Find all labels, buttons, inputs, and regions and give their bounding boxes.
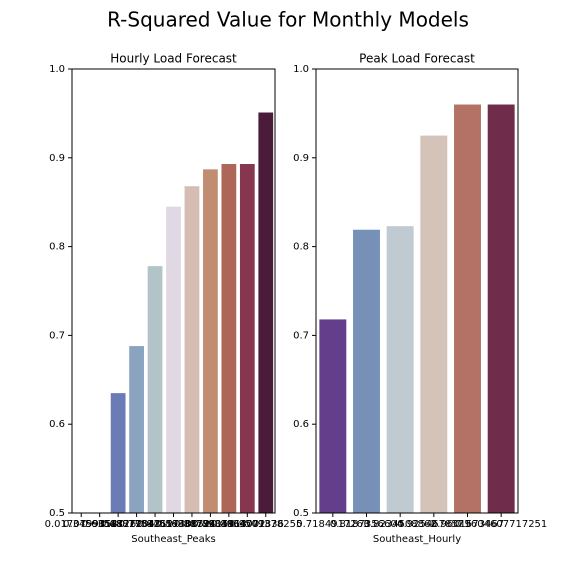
x-tick-label: 0.3459018726 bbox=[63, 519, 136, 530]
x-tick-label: 0.8234508862 bbox=[364, 519, 437, 530]
bar bbox=[110, 393, 126, 513]
bar bbox=[129, 346, 144, 513]
bar bbox=[353, 229, 380, 513]
y-tick-label: 0.7 bbox=[49, 330, 65, 341]
y-tick-label: 1.0 bbox=[293, 64, 309, 75]
subplot-title: Peak Load Forecast bbox=[359, 52, 475, 66]
y-tick-label: 0.6 bbox=[49, 419, 65, 430]
bar bbox=[454, 104, 481, 513]
axes-frame bbox=[71, 68, 276, 514]
x-tick-label: 0.9509378255 bbox=[229, 519, 302, 530]
x-axis-label: Southeast_Peaks bbox=[131, 534, 215, 545]
x-tick-label: 0.7184917263 bbox=[296, 519, 369, 530]
x-tick-label: 0.7781265740 bbox=[118, 519, 191, 530]
y-tick-label: 0.6 bbox=[293, 419, 309, 430]
x-tick-label: 0.9254678571 bbox=[397, 519, 470, 530]
x-tick-label: 0.9604607717251 bbox=[455, 519, 547, 530]
x-tick-label: 0.8187356604 bbox=[330, 519, 403, 530]
bar bbox=[166, 206, 181, 513]
x-tick-label: 0.8451938852 bbox=[137, 519, 210, 530]
x-tick-label: 0.8683179415 bbox=[155, 519, 228, 530]
y-tick-label: 0.8 bbox=[293, 242, 309, 253]
x-tick-label: 0.8934771836 bbox=[211, 519, 284, 530]
bar bbox=[258, 112, 274, 513]
plot-area bbox=[319, 104, 515, 513]
y-tick-label: 0.5 bbox=[293, 508, 309, 519]
bar bbox=[184, 186, 200, 513]
plot-area bbox=[110, 112, 274, 513]
x-tick-label: 0.9601573467 bbox=[431, 519, 504, 530]
figure-title: R-Squared Value for Monthly Models bbox=[107, 8, 469, 32]
bar bbox=[386, 226, 414, 513]
x-tick-label: 0.6351877204 bbox=[82, 519, 155, 530]
bar bbox=[487, 104, 515, 513]
bar bbox=[319, 319, 347, 513]
y-tick-label: 0.9 bbox=[49, 153, 65, 164]
x-tick-label: 0.8872604913 bbox=[174, 519, 247, 530]
x-axis-label: Southeast_Hourly bbox=[373, 534, 461, 545]
x-tick-label: 0.6881954312 bbox=[100, 519, 173, 530]
y-tick-label: 0.5 bbox=[49, 508, 65, 519]
x-tick-label: 0.8931864002 bbox=[192, 519, 265, 530]
bar bbox=[203, 169, 218, 513]
bar bbox=[420, 135, 448, 513]
y-tick-label: 1.0 bbox=[49, 64, 65, 75]
bar bbox=[239, 164, 255, 513]
axes-frame bbox=[315, 68, 519, 514]
y-tick-label: 0.9 bbox=[293, 153, 309, 164]
y-tick-label: 0.7 bbox=[293, 330, 309, 341]
bar bbox=[221, 164, 237, 513]
bar bbox=[147, 266, 163, 513]
x-tick-label: 0.0170799354 bbox=[45, 519, 118, 530]
y-tick-label: 0.8 bbox=[49, 242, 65, 253]
subplot-title: Hourly Load Forecast bbox=[110, 52, 237, 66]
